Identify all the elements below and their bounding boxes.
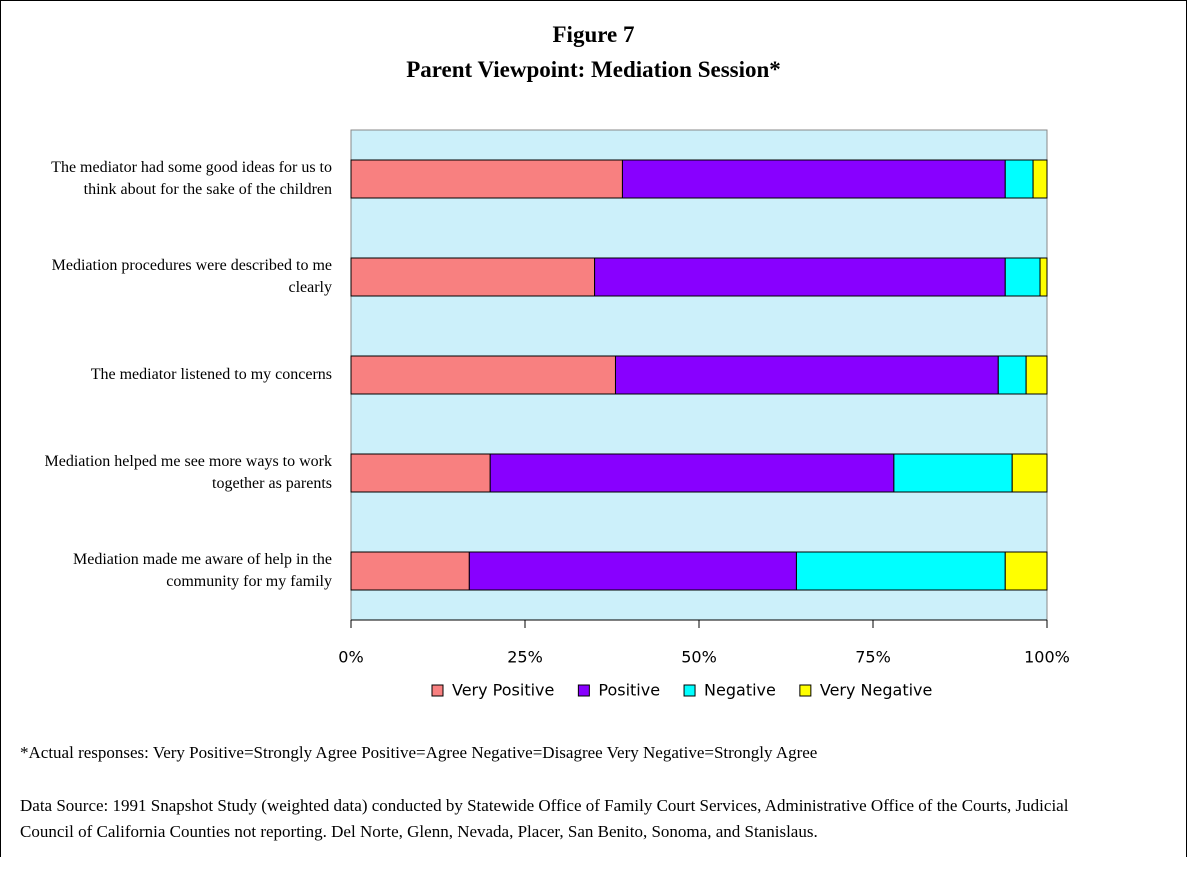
category-label: Mediation procedures were described to m… [51, 257, 332, 296]
bar-segment [350, 551, 470, 591]
x-tick-label: 75% [855, 648, 891, 667]
bar-segment [1004, 159, 1034, 199]
x-tick-label: 25% [507, 648, 543, 667]
x-tick-label: 50% [681, 648, 717, 667]
legend-swatch [683, 684, 696, 697]
legend-label: Positive [598, 681, 660, 700]
bar-segment [1004, 257, 1041, 297]
legend-label: Very Positive [452, 681, 554, 700]
bar-segment [614, 355, 999, 395]
legend-label: Negative [704, 681, 776, 700]
bar-segment [350, 159, 623, 199]
category-label: Mediation made me aware of help in the c… [72, 551, 332, 590]
legend-label: Very Negative [820, 681, 932, 700]
bar-segment [997, 355, 1027, 395]
bar-segment [350, 257, 596, 297]
bar-segment [1011, 453, 1048, 493]
bar-segment [621, 159, 1006, 199]
x-tick-label: 0% [338, 648, 363, 667]
chart-subtitle: Parent Viewpoint: Mediation Session* [406, 57, 781, 82]
chart-title: Figure 7 [552, 22, 635, 47]
bar-segment [795, 551, 1006, 591]
bar-segment [594, 257, 1006, 297]
bar-segment [1032, 159, 1048, 199]
legend-swatch [577, 684, 590, 697]
source-note: Data Source: 1991 Snapshot Study (weight… [20, 796, 1069, 841]
bar-segment [1004, 551, 1048, 591]
bar-segment [468, 551, 797, 591]
category-label: Mediation helped me see more ways to wor… [44, 453, 332, 492]
bar-segment [1039, 257, 1048, 297]
footnote: *Actual responses: Very Positive=Strongl… [20, 743, 818, 762]
bar-segment [893, 453, 1013, 493]
bar-segment [350, 453, 491, 493]
legend-swatch [431, 684, 444, 697]
legend-swatch [799, 684, 812, 697]
bar-segment [1025, 355, 1048, 395]
category-label: The mediator had some good ideas for us … [51, 159, 332, 198]
bar-segment [489, 453, 895, 493]
category-label: The mediator listened to my concerns [90, 366, 332, 383]
bar-segment [350, 355, 616, 395]
x-tick-label: 100% [1024, 648, 1070, 667]
